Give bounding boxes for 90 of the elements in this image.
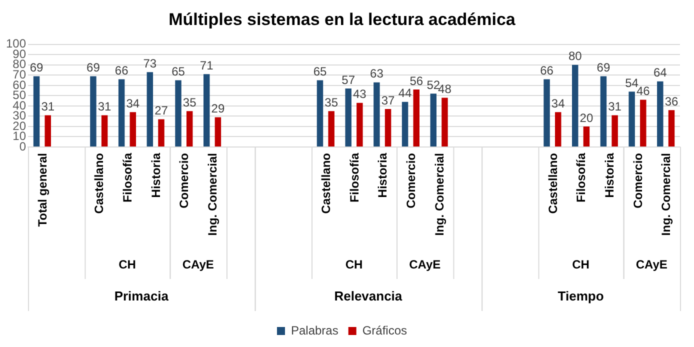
- data-label: 35: [182, 95, 197, 110]
- data-label: 73: [143, 56, 157, 70]
- x-tick-label: Ing. Comercial: [432, 153, 446, 236]
- bar: [384, 109, 392, 146]
- bar: [430, 94, 436, 146]
- bar: [668, 110, 675, 146]
- x-tick-label: Ing. Comercial: [659, 153, 674, 236]
- data-label: 57: [342, 72, 356, 87]
- data-label: 27: [154, 104, 168, 118]
- bar: [402, 102, 408, 146]
- bar: [442, 98, 448, 146]
- data-label: 44: [398, 86, 412, 100]
- data-label: 35: [324, 95, 338, 110]
- data-label: 71: [200, 58, 214, 72]
- bar: [583, 126, 590, 146]
- text: Relevancia: [334, 288, 403, 304]
- chart-title: Múltiples sistemas en la lectura académica: [168, 10, 516, 29]
- bar: [328, 111, 334, 146]
- bar: [600, 76, 607, 146]
- text: CH: [572, 257, 590, 272]
- data-label: 31: [608, 100, 622, 114]
- bar: [214, 117, 222, 146]
- x-tick-label: Filosofía: [120, 152, 135, 202]
- data-label: 34: [551, 96, 566, 110]
- data-label: 80: [568, 49, 582, 64]
- bar: [413, 90, 420, 146]
- data-label: 69: [30, 60, 44, 75]
- x-tick-label: Comercio: [404, 153, 418, 208]
- x-tick-label: Historia: [376, 152, 390, 198]
- text: CH: [118, 257, 136, 272]
- data-label: 34: [126, 96, 140, 110]
- bar: [33, 76, 40, 146]
- data-label: 66: [114, 64, 129, 78]
- text: CH: [345, 257, 363, 272]
- bar: [345, 88, 352, 146]
- x-tick-label: Comercio: [630, 153, 645, 208]
- x-tick-label: Comercio: [177, 153, 192, 208]
- data-label: 63: [370, 66, 384, 81]
- bar: [186, 111, 193, 146]
- x-tick-label: Total general: [36, 153, 50, 227]
- text: CAyE: [636, 257, 668, 272]
- data-label: 37: [381, 93, 396, 108]
- legend-label: Palabras: [290, 323, 338, 338]
- legend-label: Gráficos: [362, 323, 408, 338]
- x-tick-label: Castellano: [318, 153, 333, 214]
- bar: [316, 80, 324, 146]
- data-label: 31: [98, 100, 112, 114]
- bar: [130, 112, 136, 146]
- data-label: 65: [172, 64, 186, 79]
- data-label: 64: [653, 66, 668, 80]
- data-label: 56: [410, 74, 424, 88]
- data-label: 43: [353, 87, 367, 102]
- bar: [657, 81, 664, 146]
- bar: [44, 115, 51, 146]
- bar: [544, 79, 550, 146]
- data-label: 31: [41, 100, 55, 114]
- bar: [158, 119, 164, 146]
- data-label: 48: [438, 82, 452, 96]
- data-label: 54: [625, 76, 639, 90]
- bar: [90, 76, 96, 146]
- text: Tiempo: [558, 288, 604, 304]
- bar: [554, 112, 562, 146]
- x-tick-label: Historia: [602, 152, 616, 198]
- bar: [640, 100, 646, 146]
- text: Primacia: [114, 288, 170, 304]
- bar: [612, 115, 618, 146]
- x-tick-label: Ing. Comercial: [206, 153, 220, 236]
- bar: [175, 80, 182, 146]
- data-label: 69: [596, 60, 610, 75]
- data-label: 69: [86, 60, 100, 75]
- bar: [118, 79, 125, 146]
- text: CAyE: [182, 257, 214, 272]
- bar: [203, 74, 210, 146]
- x-tick-label: Castellano: [92, 153, 106, 214]
- bar: [628, 92, 635, 146]
- bar: [101, 115, 108, 146]
- x-tick-label: Historia: [148, 152, 163, 198]
- data-label: 29: [211, 102, 225, 116]
- bar: [146, 72, 154, 146]
- data-label: 66: [540, 64, 554, 78]
- data-label: 65: [313, 64, 327, 79]
- bar: [374, 82, 380, 146]
- x-tick-label: Castellano: [546, 153, 560, 214]
- data-label: 20: [580, 110, 594, 125]
- x-tick-label: Filosofía: [347, 152, 362, 202]
- x-tick-label: Filosofía: [574, 152, 588, 202]
- bar: [572, 64, 578, 146]
- text: CAyE: [409, 257, 441, 272]
- bar: [356, 102, 363, 146]
- data-label: 36: [664, 94, 678, 108]
